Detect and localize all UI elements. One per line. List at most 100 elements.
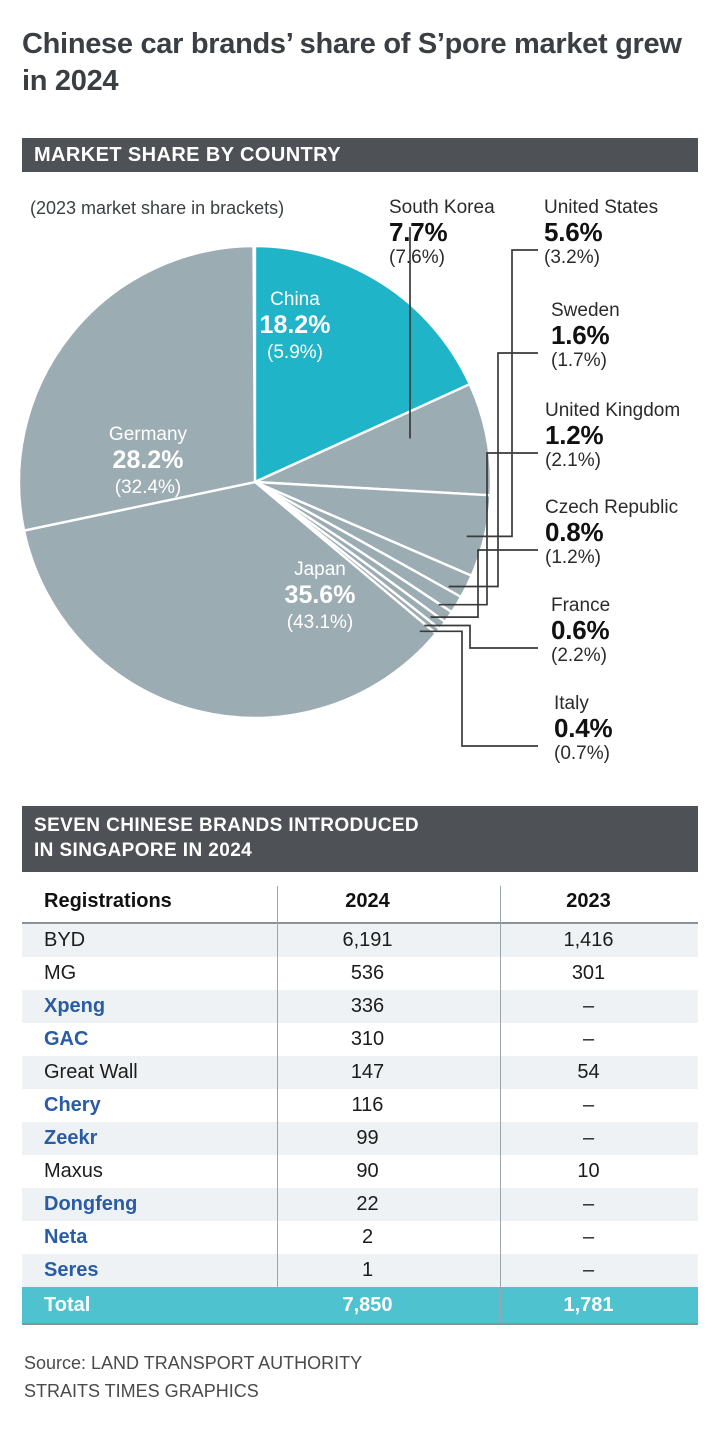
cell-2024: 336 xyxy=(256,990,479,1023)
pie-chart: China 18.2% (5.9%) Germany 28.2% (32.4%) Japan… xyxy=(0,175,720,795)
pie-slices xyxy=(17,244,493,720)
pie-label-czech-republic-name: Czech Republic xyxy=(545,497,679,518)
cell-brand: Xpeng xyxy=(22,990,256,1023)
source-line-1: Source: LAND TRANSPORT AUTHORITY xyxy=(24,1353,363,1373)
cell-2024: 6,191 xyxy=(256,923,479,957)
pie-inner-label-germany: Germany xyxy=(109,424,188,445)
cell-2024: 310 xyxy=(350,1028,385,1050)
section-header-brands: SEVEN CHINESE BRANDS INTRODUCED IN SINGA… xyxy=(22,806,698,872)
pie-label-united-states-name: United States xyxy=(544,197,659,218)
cell-2023: 301 xyxy=(571,962,606,984)
table-row[interactable]: Xpeng 336– xyxy=(22,990,698,1023)
pie-label-south-korea-name: South Korea xyxy=(389,197,495,218)
pie-label-sweden: Sweden 1.6% (1.7%) xyxy=(551,300,620,372)
table-row[interactable]: Neta 2 – xyxy=(22,1221,698,1254)
registrations-table: Registrations 2024 2023 BYD 6,191 1,416 MG 5… xyxy=(22,886,698,1325)
pie-slice-south-korea xyxy=(254,382,493,497)
pie-inner-label-china: China xyxy=(270,289,320,310)
cell-2023: 1,416 xyxy=(479,923,698,957)
column-header-registrations: Registrations xyxy=(22,886,256,924)
cell-brand: GAC xyxy=(44,1028,89,1050)
table-head: Registrations 2024 2023 xyxy=(22,886,698,924)
cell-2023: – xyxy=(582,1028,595,1050)
cell-brand: Zeekr xyxy=(22,1122,256,1155)
cell-brand: Chery xyxy=(44,1094,101,1116)
pie-label-united-kingdom: United Kingdom 1.2% (2.1%) xyxy=(545,400,680,472)
table-row[interactable]: GAC 310 – xyxy=(22,1023,698,1056)
table-header-row: Registrations 2024 2023 xyxy=(22,886,698,924)
column-header-2023: 2023 xyxy=(479,886,698,924)
pie-inner-label-china: 18.2% xyxy=(260,311,331,339)
leader-line-italy xyxy=(419,630,538,747)
cell-2024: 2 xyxy=(361,1226,374,1248)
pie-inner-label-germany: (32.4%) xyxy=(115,477,182,498)
pie-bracket-note: (2023 market share in brackets) xyxy=(30,198,285,218)
pie-label-italy-value: 0.4% xyxy=(554,713,613,744)
column-header-2024: 2024 xyxy=(256,886,479,924)
table-row[interactable]: Chery 116 – xyxy=(22,1089,698,1122)
table-bottom-rule xyxy=(22,1323,698,1325)
table-total-row: Total 7,850 1,781 xyxy=(22,1287,698,1323)
cell-total-label: Total xyxy=(22,1287,256,1323)
registrations-table-element: Registrations 2024 2023 BYD 6,191 1,416 MG 5… xyxy=(22,886,698,1323)
pie-label-united-kingdom-name: United Kingdom xyxy=(545,400,681,421)
pie-label-italy-name: Italy xyxy=(554,693,589,714)
pie-slice-china xyxy=(253,244,472,484)
pie-inner-label-japan: 35.6% xyxy=(285,581,356,609)
cell-brand: Neta xyxy=(44,1226,88,1248)
source-line-2: STRAITS TIMES GRAPHICS xyxy=(24,1381,259,1401)
cell-2024: 99 xyxy=(256,1122,479,1155)
pie-label-south-korea: South Korea 7.7% (7.6%) xyxy=(389,197,495,269)
cell-brand: Seres xyxy=(22,1254,256,1287)
pie-leader-lines xyxy=(409,227,538,747)
table-column-divider-1 xyxy=(277,886,278,1323)
table-body: BYD 6,191 1,416 MG 536 301 Xpeng 336– GAC 310– Gre… xyxy=(22,923,698,1323)
cell-brand: MG xyxy=(44,962,77,984)
cell-2023: 54 xyxy=(479,1056,698,1089)
pie-inner-label-china: (5.9%) xyxy=(267,342,323,363)
table-row[interactable]: Seres 1– xyxy=(22,1254,698,1287)
pie-label-sweden-name: Sweden xyxy=(551,300,620,321)
section-header-market-share: MARKET SHARE BY COUNTRY xyxy=(22,138,698,172)
cell-2023: – xyxy=(582,1094,595,1116)
pie-label-czech-republic: Czech Republic 0.8% (1.2%) xyxy=(545,497,678,569)
pie-label-sweden-prev: (1.7%) xyxy=(551,350,607,372)
leader-line-united-kingdom xyxy=(438,452,538,606)
page-title: Chinese car brands’ share of S’pore mark… xyxy=(22,28,682,97)
table-row[interactable]: Great Wall 147 54 xyxy=(22,1056,698,1089)
cell-2024: 116 xyxy=(351,1094,384,1116)
cell-total-2023: 1,781 xyxy=(479,1287,698,1323)
table-row[interactable]: Zeekr 99– xyxy=(22,1122,698,1155)
table-row[interactable]: Maxus 90 10 xyxy=(22,1155,698,1188)
cell-2023: – xyxy=(582,1226,595,1248)
cell-2023: 10 xyxy=(577,1160,600,1182)
cell-2024: 22 xyxy=(256,1188,479,1221)
table-row[interactable]: BYD 6,191 1,416 xyxy=(22,923,698,957)
section-header-brands-line2: IN SINGAPORE IN 2024 xyxy=(34,840,253,861)
table-row[interactable]: Dongfeng 22– xyxy=(22,1188,698,1221)
pie-label-south-korea-prev: (7.6%) xyxy=(389,247,445,269)
leader-line-united-states xyxy=(466,249,538,538)
leader-line-czech-republic xyxy=(430,549,538,618)
cell-2023: – xyxy=(479,1188,698,1221)
cell-total-2024: 7,850 xyxy=(256,1287,479,1323)
table-row[interactable]: MG 536 301 xyxy=(22,957,698,990)
pie-label-united-kingdom-value: 1.2% xyxy=(545,420,604,451)
cell-2023: – xyxy=(479,990,698,1023)
pie-label-south-korea-value: 7.7% xyxy=(389,217,448,248)
pie-label-czech-republic-value: 0.8% xyxy=(545,517,604,548)
cell-brand: Great Wall xyxy=(22,1056,256,1089)
pie-label-united-states: United States 5.6% (3.2%) xyxy=(544,197,658,269)
pie-slice-japan xyxy=(22,480,438,720)
pie-label-czech-republic-prev: (1.2%) xyxy=(545,547,601,569)
pie-label-france: France 0.6% (2.2%) xyxy=(551,595,610,667)
cell-2024: 90 xyxy=(356,1160,379,1182)
pie-label-france-prev: (2.2%) xyxy=(551,645,607,667)
leader-line-france xyxy=(424,624,538,649)
pie-slice-germany xyxy=(17,244,257,533)
cell-2023: – xyxy=(479,1122,698,1155)
pie-label-france-name: France xyxy=(551,595,611,616)
